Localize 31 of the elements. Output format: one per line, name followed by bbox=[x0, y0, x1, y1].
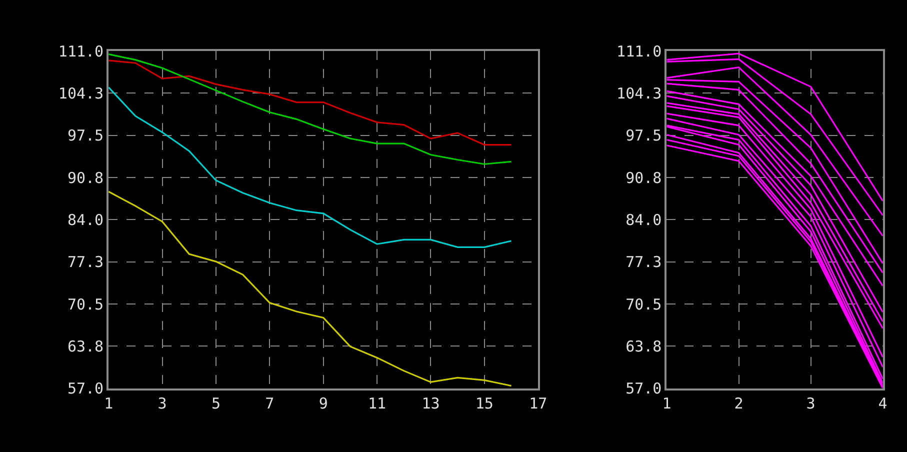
x-tick-label: 3 bbox=[806, 394, 816, 412]
y-tick-label: 63.8 bbox=[67, 337, 104, 356]
x-tick-label: 1 bbox=[104, 394, 114, 412]
x-tick-label: 7 bbox=[265, 394, 274, 412]
y-tick-label: 70.5 bbox=[67, 295, 104, 314]
y-tick-label: 111.0 bbox=[58, 42, 104, 60]
y-tick-label: 90.8 bbox=[626, 168, 662, 187]
y-tick-label: 97.5 bbox=[626, 126, 662, 145]
x-tick-label: 3 bbox=[158, 394, 167, 412]
y-tick-label: 77.3 bbox=[67, 253, 104, 272]
x-tick-label: 4 bbox=[878, 394, 888, 412]
y-tick-label: 57.0 bbox=[626, 380, 662, 398]
y-tick-label: 84.0 bbox=[67, 210, 104, 229]
y-tick-label: 84.0 bbox=[626, 210, 662, 229]
x-tick-label: 11 bbox=[368, 394, 386, 412]
x-tick-label: 15 bbox=[475, 394, 494, 412]
y-tick-label: 104.3 bbox=[616, 84, 662, 102]
x-tick-label: 13 bbox=[422, 394, 440, 412]
x-tick-label: 5 bbox=[211, 394, 220, 412]
x-tick-label: 9 bbox=[318, 394, 328, 412]
y-tick-label: 57.0 bbox=[67, 380, 104, 398]
x-tick-label: 2 bbox=[734, 394, 744, 412]
y-tick-label: 70.5 bbox=[626, 295, 662, 314]
y-tick-label: 97.5 bbox=[67, 126, 104, 145]
y-tick-label: 90.8 bbox=[67, 168, 104, 187]
y-tick-label: 77.3 bbox=[626, 253, 662, 272]
y-tick-label: 111.0 bbox=[616, 42, 662, 60]
y-tick-label: 104.3 bbox=[58, 84, 104, 102]
x-tick-label: 17 bbox=[529, 394, 548, 412]
y-tick-label: 63.8 bbox=[626, 337, 662, 356]
x-tick-label: 1 bbox=[662, 394, 672, 412]
